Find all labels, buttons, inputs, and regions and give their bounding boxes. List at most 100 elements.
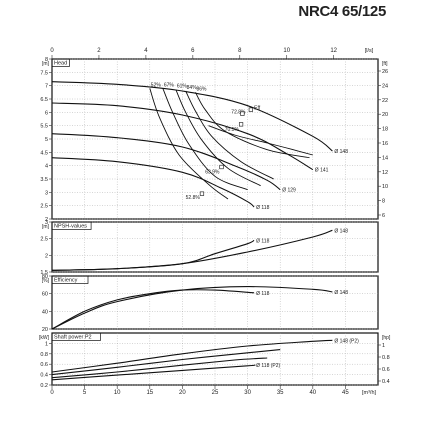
power-panel: 1 0.8 0.6 0.4 0.2 [kW] Shaft power P2 1 0.8 0.6 0.… <box>39 332 391 389</box>
top-tick-label: 10 <box>283 48 290 54</box>
y-tick-label: 2.5 <box>40 204 48 210</box>
power-y-unit: [kW] <box>39 335 50 341</box>
right-tick-label: 0.8 <box>382 355 390 361</box>
y-tick-label: 2 <box>45 217 48 223</box>
y-tick-label: 3 <box>45 220 48 226</box>
efficiency-curve-label: 84% <box>187 85 198 91</box>
top-tick-label: 12 <box>330 48 337 54</box>
power-title: Shaft power P2 <box>54 335 92 341</box>
efficiency-annotation: 70.5% <box>225 127 240 133</box>
duty-point-marker <box>238 122 244 127</box>
bottom-tick-label: 40 <box>309 390 316 396</box>
y-tick-label: 2 <box>45 253 48 259</box>
y-tick-label: 3 <box>45 190 48 196</box>
right-tick-label: 8 <box>382 199 385 205</box>
series-label: Ø 118 (P2) <box>256 363 280 369</box>
series-label: Ø 148 <box>334 290 348 296</box>
y-tick-label: 60 <box>42 292 48 298</box>
efficiency-annotation: 72.8% <box>231 110 246 116</box>
series-line <box>51 339 333 373</box>
right-tick-label: 20 <box>382 112 388 118</box>
series-label: Ø 118 <box>256 291 269 297</box>
head-y-unit: [m] <box>42 61 50 67</box>
bottom-tick-label: 15 <box>146 390 153 396</box>
top-tick-label: 4 <box>144 48 148 54</box>
efficiency-title: Efficiency <box>54 278 78 284</box>
bottom-axis-unit: [m³/h] <box>362 390 377 396</box>
bottom-tick-label: 10 <box>114 390 121 396</box>
right-tick-label: 0.6 <box>382 367 390 373</box>
npsh-title-box <box>51 221 92 230</box>
y-tick-label: 5 <box>45 137 48 143</box>
right-tick-label: 14 <box>382 155 388 161</box>
series-label: Ø 118 <box>256 238 269 244</box>
efficiency-y-unit: [%] <box>42 278 50 284</box>
bottom-axis: 0 5 10 15 20 25 30 35 40 45 [m³/h] <box>50 385 376 396</box>
title-bar: NRC4 65/125 <box>0 0 422 28</box>
top-tick-label: 8 <box>238 48 242 54</box>
y-tick-label: 6.5 <box>40 97 48 103</box>
series-line <box>51 102 314 171</box>
y-tick-label: 0.8 <box>40 352 48 358</box>
efficiency-annotation: 52.8% <box>186 195 201 201</box>
efficiency-curve <box>185 90 274 180</box>
bottom-tick-label: 5 <box>83 390 87 396</box>
bottom-tick-label: 35 <box>277 390 284 396</box>
duty-point-marker <box>240 111 245 116</box>
efficiency-curve <box>162 88 248 191</box>
right-tick-label: 10 <box>382 184 388 190</box>
series-label: Ø 118 <box>256 205 269 211</box>
y-tick-label: 1 <box>45 341 48 347</box>
series-line <box>51 357 268 379</box>
series-line <box>51 239 255 271</box>
y-tick-label: 80 <box>42 274 48 280</box>
head-title: Head <box>54 61 67 67</box>
right-tick-label: 0.4 <box>382 379 390 385</box>
series-label: Ø 148 (P2) <box>334 338 359 344</box>
right-tick-label: 1 <box>382 343 385 349</box>
y-tick-label: 4.5 <box>40 150 48 156</box>
duty-point-marker <box>199 191 205 196</box>
efficiency-title-box <box>51 275 89 284</box>
series-label: Ø 141 <box>315 168 329 174</box>
series-label: Ø 148 <box>334 149 348 155</box>
efficiency-curve-label: 61% <box>177 84 188 90</box>
y-tick-label: 1.5 <box>40 270 48 276</box>
y-tick-label: 7.5 <box>40 70 48 76</box>
efficiency-curve <box>195 92 310 159</box>
right-tick-label: 24 <box>382 83 388 89</box>
npsh-title: NPSH-values <box>54 224 87 230</box>
y-tick-label: 7 <box>45 84 48 90</box>
head-right-unit: [ft] <box>382 61 388 67</box>
chart-title: NRC4 65/125 <box>298 3 386 20</box>
series-line <box>51 289 255 330</box>
series-label: Ø 148 <box>334 228 348 234</box>
right-tick-label: 16 <box>382 141 388 147</box>
y-tick-label: 2.5 <box>40 237 48 243</box>
efficiency-panel: 80 60 40 20 [%] Efficiency Ø 148 Ø 118 <box>42 274 379 333</box>
bottom-tick-label: 25 <box>212 390 219 396</box>
efficiency-annotation: 63.9% <box>205 170 220 176</box>
power-title-box <box>51 332 101 341</box>
series-line <box>51 133 281 191</box>
npsh-y-unit: [m] <box>42 224 50 230</box>
efficiency-curve-label: 67% <box>164 82 175 88</box>
y-tick-label: 40 <box>42 309 48 315</box>
y-tick-label: 8 <box>45 57 48 63</box>
bottom-tick-label: 0 <box>50 390 54 396</box>
y-tick-label: 4 <box>45 164 48 170</box>
y-tick-label: 3.5 <box>40 177 48 183</box>
right-tick-label: 26 <box>382 69 388 75</box>
series-line <box>51 157 255 208</box>
right-tick-label: 18 <box>382 127 388 133</box>
top-tick-label: 0 <box>50 48 54 54</box>
head-panel: 8 7.5 7 6.5 6 5.5 5 4.5 4 3.5 3 2.5 2 [m] Head 26 24 22 20… <box>40 57 388 223</box>
series-line <box>51 349 281 376</box>
efficiency-curve <box>149 88 229 200</box>
y-tick-label: 6 <box>45 110 48 116</box>
right-tick-label: 6 <box>382 213 385 219</box>
head-title-box <box>51 58 70 67</box>
series-line <box>51 229 333 271</box>
right-tick-label: 22 <box>382 98 388 104</box>
power-right-unit: [hp] <box>382 335 391 341</box>
